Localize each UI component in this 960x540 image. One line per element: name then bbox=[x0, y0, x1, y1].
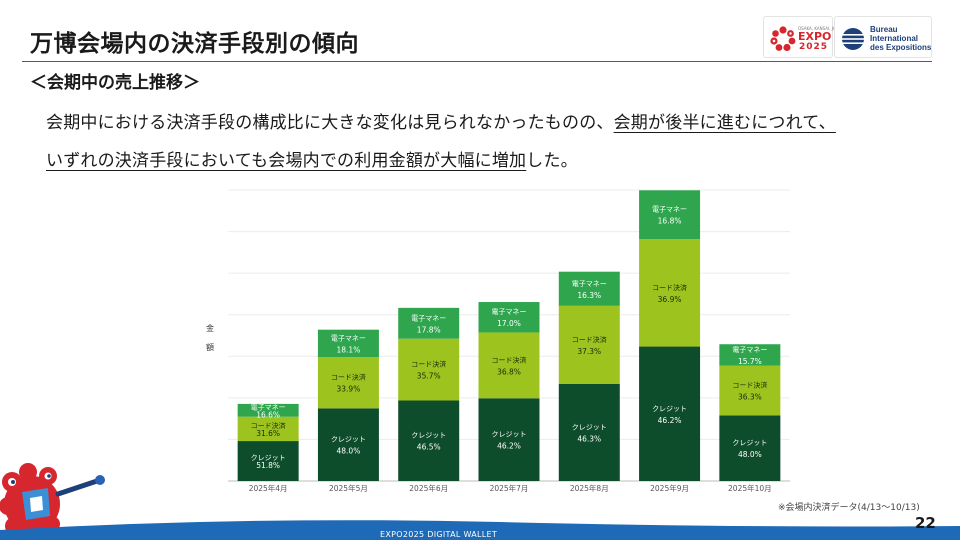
bar-segment-e-money bbox=[478, 302, 540, 333]
segment-series-label: クレジット bbox=[572, 423, 607, 431]
myaku-myaku-mascot bbox=[0, 463, 105, 535]
summary-line-1: 会期中における決済手段の構成比に大きな変化は見られなかったものの、会期が後半に進… bbox=[46, 108, 946, 133]
bar-segment-e-money bbox=[639, 190, 701, 240]
expo-logo-subtitle: OSAKA, KANSAI, JAPAN bbox=[798, 26, 844, 31]
bar-segment-credit bbox=[478, 398, 540, 481]
expo-2025-logo: OSAKA, KANSAI, JAPAN EXPO 2025 bbox=[763, 16, 843, 58]
segment-series-label: 電子マネー bbox=[251, 403, 286, 411]
y-axis-label-char: 金 bbox=[206, 323, 214, 333]
bar-segment-code-payment bbox=[558, 305, 620, 384]
section-heading: ＜会期中の売上推移＞ bbox=[30, 73, 200, 93]
bar-segment-credit bbox=[398, 400, 460, 481]
segment-data-label: 15.7% bbox=[738, 357, 762, 366]
segment-data-label: 46.2% bbox=[658, 416, 682, 425]
segment-series-label: クレジット bbox=[331, 436, 366, 444]
segment-data-label: 36.8% bbox=[497, 367, 521, 376]
segment-data-label: 33.9% bbox=[337, 385, 361, 394]
bar-segment-credit bbox=[317, 408, 379, 481]
segment-data-label: 48.0% bbox=[337, 447, 361, 456]
x-tick-label: 2025年7月 bbox=[490, 483, 529, 493]
segment-series-label: 電子マネー bbox=[492, 308, 527, 316]
monthly-sales-stacked-bar-chart: 金額クレジット51.8%コード決済31.6%電子マネー16.6%2025年4月ク… bbox=[206, 189, 790, 493]
x-tick-label: 2025年4月 bbox=[249, 483, 288, 493]
segment-data-label: 17.8% bbox=[417, 325, 441, 334]
bie-logo: Bureau International des Expositions bbox=[834, 16, 932, 58]
data-source-note: ※会場内決済データ(4/13～10/13) bbox=[778, 503, 920, 513]
segment-series-label: 電子マネー bbox=[572, 280, 607, 288]
bar-segment-code-payment bbox=[478, 332, 540, 399]
segment-series-label: コード決済 bbox=[492, 355, 527, 364]
expo-logo-year: 2025 bbox=[799, 42, 829, 52]
summary-line-2: いずれの決済手段においても会場内での利用金額が大幅に増加した。 bbox=[46, 146, 946, 171]
segment-data-label: 17.0% bbox=[497, 319, 521, 328]
bar-segment-code-payment bbox=[237, 416, 299, 442]
summary-line-2-text: した。 bbox=[526, 151, 578, 171]
segment-series-label: 電子マネー bbox=[732, 346, 767, 354]
title-divider bbox=[22, 61, 932, 62]
x-tick-label: 2025年6月 bbox=[409, 483, 448, 493]
segment-data-label: 18.1% bbox=[337, 345, 361, 354]
x-tick-label: 2025年10月 bbox=[728, 483, 772, 493]
segment-data-label: 36.9% bbox=[658, 295, 682, 304]
bar-segment-e-money bbox=[719, 344, 781, 366]
x-tick-label: 2025年5月 bbox=[329, 483, 368, 493]
segment-series-label: コード決済 bbox=[411, 360, 446, 369]
segment-data-label: 36.3% bbox=[738, 393, 762, 402]
segment-series-label: 電子マネー bbox=[411, 314, 446, 322]
myaku-ring-icon bbox=[770, 26, 796, 52]
bie-globe-icon bbox=[842, 28, 864, 50]
segment-data-label: 48.0% bbox=[738, 450, 762, 459]
segment-series-label: コード決済 bbox=[732, 381, 767, 390]
expo-logo-word: EXPO bbox=[798, 30, 832, 43]
bar-segment-code-payment bbox=[398, 338, 460, 401]
bar-segment-e-money bbox=[558, 271, 620, 306]
segment-series-label: 電子マネー bbox=[331, 334, 366, 342]
y-axis-label-char: 額 bbox=[206, 342, 214, 352]
segment-series-label: コード決済 bbox=[331, 373, 366, 382]
segment-data-label: 35.7% bbox=[417, 372, 441, 381]
bar-segment-credit bbox=[639, 346, 701, 481]
segment-series-label: コード決済 bbox=[572, 335, 607, 344]
summary-line-1-text: 会期中における決済手段の構成比に大きな変化は見られなかったものの、 bbox=[46, 113, 614, 133]
segment-series-label: クレジット bbox=[411, 432, 446, 440]
segment-series-label: クレジット bbox=[492, 431, 527, 439]
segment-data-label: 16.8% bbox=[658, 217, 682, 226]
segment-data-label: 37.3% bbox=[577, 347, 601, 356]
bie-logo-line1: Bureau bbox=[870, 25, 898, 34]
segment-data-label: 46.5% bbox=[417, 443, 441, 452]
segment-series-label: コード決済 bbox=[652, 283, 687, 292]
segment-series-label: クレジット bbox=[652, 405, 687, 413]
summary-line-2-emphasis: いずれの決済手段においても会場内での利用金額が大幅に増加 bbox=[46, 151, 527, 171]
segment-series-label: コード決済 bbox=[251, 421, 286, 430]
segment-data-label: 31.6% bbox=[256, 429, 280, 438]
bar-segment-e-money bbox=[398, 307, 460, 339]
x-tick-label: 2025年9月 bbox=[650, 483, 689, 493]
segment-data-label: 46.2% bbox=[497, 442, 521, 451]
page-number: 22 bbox=[915, 514, 936, 532]
segment-series-label: クレジット bbox=[251, 454, 286, 462]
bie-logo-line3: des Expositions bbox=[870, 43, 932, 52]
segment-data-label: 16.3% bbox=[577, 291, 601, 300]
slide-title: 万博会場内の決済手段別の傾向 bbox=[30, 31, 359, 57]
bar-segment-code-payment bbox=[719, 365, 781, 416]
bie-logo-line2: International bbox=[870, 34, 919, 43]
segment-data-label: 46.3% bbox=[577, 434, 601, 443]
bar-segment-credit bbox=[237, 441, 299, 481]
segment-data-label: 51.8% bbox=[256, 461, 280, 470]
footer-band bbox=[0, 520, 960, 540]
segment-data-label: 16.6% bbox=[256, 410, 280, 419]
bar-segment-credit bbox=[558, 383, 620, 481]
x-tick-label: 2025年8月 bbox=[570, 483, 609, 493]
footer-brand: EXPO2025 DIGITAL WALLET bbox=[380, 530, 498, 539]
bar-segment-e-money bbox=[317, 329, 379, 358]
bar-segment-code-payment bbox=[639, 239, 701, 347]
bar-segment-e-money bbox=[237, 403, 299, 417]
segment-series-label: 電子マネー bbox=[652, 206, 687, 214]
segment-series-label: クレジット bbox=[732, 439, 767, 447]
bar-segment-code-payment bbox=[317, 357, 379, 409]
summary-line-1-emphasis: 会期が後半に進むにつれて、 bbox=[613, 113, 836, 133]
bar-segment-credit bbox=[719, 415, 781, 481]
